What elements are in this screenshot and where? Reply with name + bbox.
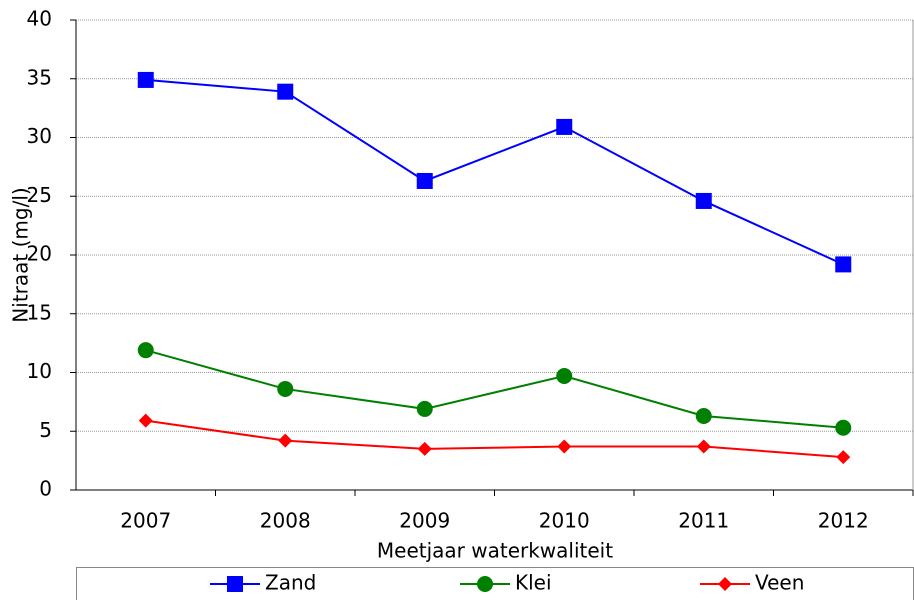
marker — [416, 172, 433, 189]
series-line — [145, 349, 844, 429]
marker — [278, 433, 293, 448]
y-tick-label: 30 — [27, 124, 52, 148]
x-axis-label: Meetjaar waterkwaliteit — [377, 539, 613, 563]
legend-label: Veen — [755, 571, 804, 595]
marker — [695, 192, 712, 209]
marker — [227, 576, 243, 592]
marker — [417, 441, 432, 456]
marker — [695, 407, 712, 424]
marker — [836, 450, 851, 465]
marker — [557, 439, 572, 454]
marker — [138, 413, 153, 428]
legend-label: Klei — [515, 571, 552, 595]
marker — [416, 400, 433, 417]
y-tick-label: 25 — [27, 183, 52, 207]
x-tick-label: 2010 — [539, 509, 590, 533]
series-line — [145, 78, 844, 266]
y-tick-label: 20 — [27, 242, 52, 266]
marker — [277, 380, 294, 397]
marker — [477, 576, 493, 592]
y-tick-label: 5 — [39, 418, 52, 442]
x-tick-label: 2012 — [818, 509, 869, 533]
x-tick-label: 2007 — [120, 509, 171, 533]
y-tick-label: 10 — [27, 359, 52, 383]
marker — [277, 83, 294, 100]
y-tick-label: 15 — [27, 300, 52, 324]
marker — [835, 419, 852, 436]
y-tick-label: 35 — [27, 65, 52, 89]
series-line — [145, 419, 844, 459]
y-axis-label: Nitraat (mg/l) — [9, 187, 33, 322]
marker — [556, 118, 573, 135]
marker — [556, 368, 573, 385]
x-tick-label: 2011 — [678, 509, 729, 533]
y-tick-label: 0 — [39, 477, 52, 501]
y-tick-label: 40 — [27, 7, 52, 31]
marker — [137, 342, 154, 359]
marker — [718, 577, 732, 591]
marker — [696, 439, 711, 454]
x-tick-label: 2009 — [399, 509, 450, 533]
marker — [835, 256, 852, 273]
x-tick-label: 2008 — [260, 509, 311, 533]
marker — [137, 71, 154, 88]
legend-label: Zand — [265, 571, 316, 595]
